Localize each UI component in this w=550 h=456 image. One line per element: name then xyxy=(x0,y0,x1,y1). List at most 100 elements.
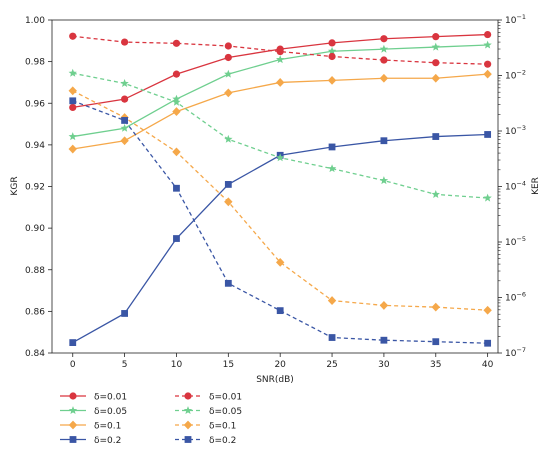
legend-marker xyxy=(69,392,77,400)
data-point xyxy=(121,117,129,124)
x-tick-label: 25 xyxy=(326,360,337,370)
legend-item: δ=0.01 xyxy=(175,392,242,403)
legend-label: δ=0.1 xyxy=(94,422,121,432)
series-layer xyxy=(68,30,492,347)
right-axis-label: KER xyxy=(531,177,541,195)
data-point xyxy=(484,339,492,347)
plot-frame xyxy=(51,19,499,354)
data-point xyxy=(327,164,337,173)
legend-marker xyxy=(68,420,78,430)
left-tick-label: 0.84 xyxy=(25,349,45,359)
data-point xyxy=(68,86,77,96)
data-point xyxy=(483,69,492,79)
legend-label: δ=0.2 xyxy=(94,436,121,446)
data-point xyxy=(276,55,285,64)
data-point xyxy=(432,59,440,67)
right-tick-label: 10−4 xyxy=(505,180,526,193)
data-point xyxy=(276,307,284,315)
data-point xyxy=(379,176,389,185)
x-axis-label: SNR(dB) xyxy=(256,375,294,385)
right-tick-label: 10−1 xyxy=(505,13,526,26)
data-point xyxy=(69,97,77,105)
data-point xyxy=(431,73,440,83)
data-point xyxy=(380,56,388,64)
data-point xyxy=(275,257,285,267)
data-point xyxy=(327,46,337,55)
left-tick-label: 0.88 xyxy=(25,266,45,276)
series-line xyxy=(72,35,488,65)
legend-marker xyxy=(68,406,78,415)
data-point xyxy=(431,190,440,198)
series-ker-5 xyxy=(68,68,492,202)
legend-item: δ=0.2 xyxy=(175,436,236,446)
right-tick-label: 10−5 xyxy=(505,235,526,248)
right-tick-label: 10−6 xyxy=(505,291,526,304)
legend: δ=0.01 δ=0.05 δ=0.1 δ=0.2 δ=0.01 δ=0.05 δ=0.1 δ… xyxy=(60,392,242,446)
data-point xyxy=(380,35,388,43)
left-tick-label: 0.92 xyxy=(25,183,45,193)
left-tick-label: 0.94 xyxy=(25,141,45,151)
legend-label: δ=0.05 xyxy=(209,407,242,417)
x-tick-label: 15 xyxy=(223,360,234,370)
x-tick-label: 40 xyxy=(482,360,494,370)
data-point xyxy=(483,193,492,202)
data-point xyxy=(275,78,285,87)
data-point xyxy=(431,302,440,312)
legend-marker xyxy=(183,406,193,415)
legend-item: δ=0.05 xyxy=(60,406,127,417)
legend-label: δ=0.01 xyxy=(209,393,242,403)
data-point xyxy=(432,33,440,41)
data-point xyxy=(120,123,129,132)
data-point xyxy=(483,40,492,49)
legend-label: δ=0.2 xyxy=(209,436,236,446)
x-tick-label: 0 xyxy=(70,360,76,370)
data-point xyxy=(69,103,77,112)
legend-label: δ=0.1 xyxy=(209,422,236,432)
left-tick-label: 0.98 xyxy=(25,58,45,68)
data-point xyxy=(431,42,440,51)
x-tick-label: 5 xyxy=(122,360,128,370)
x-tick-label: 35 xyxy=(430,360,441,370)
x-tick-label: 20 xyxy=(274,360,286,370)
data-point xyxy=(68,132,77,141)
data-point xyxy=(380,336,388,344)
data-point xyxy=(172,97,181,106)
data-point xyxy=(328,52,336,61)
data-point xyxy=(379,44,389,53)
data-point xyxy=(224,53,232,62)
data-point xyxy=(224,134,233,143)
legend-item: δ=0.1 xyxy=(60,420,121,432)
data-point xyxy=(380,137,388,145)
data-point xyxy=(327,75,337,85)
data-point xyxy=(484,131,492,138)
data-point xyxy=(121,310,129,317)
data-point xyxy=(172,70,181,78)
data-point xyxy=(432,338,440,346)
series-ker-4 xyxy=(69,32,492,68)
series-kgr-0 xyxy=(69,30,492,112)
legend-marker xyxy=(184,436,192,443)
right-axis-ticks: 10−7 10−6 10−5 10−4 10−3 10−2 10−1 xyxy=(498,13,526,359)
data-point xyxy=(484,60,492,68)
series-line xyxy=(72,33,488,109)
legend-item: δ=0.2 xyxy=(60,436,121,446)
data-point xyxy=(328,143,336,151)
series-ker-7 xyxy=(69,97,492,347)
data-point xyxy=(172,39,181,47)
data-point xyxy=(484,30,492,39)
data-point xyxy=(276,47,284,56)
legend-label: δ=0.05 xyxy=(94,407,127,417)
data-point xyxy=(483,305,492,315)
data-point xyxy=(224,181,232,188)
data-point xyxy=(173,184,180,192)
data-point xyxy=(432,133,440,140)
data-point xyxy=(172,107,181,116)
left-axis-ticks: 0.84 0.86 0.88 0.90 0.92 0.94 0.96 0.98 1.00 xyxy=(25,16,52,359)
left-tick-label: 1.00 xyxy=(25,16,45,26)
series-kgr-1 xyxy=(68,40,492,141)
data-point xyxy=(328,334,336,341)
legend-marker xyxy=(69,436,77,443)
data-point xyxy=(224,69,233,78)
x-tick-label: 10 xyxy=(171,360,183,370)
